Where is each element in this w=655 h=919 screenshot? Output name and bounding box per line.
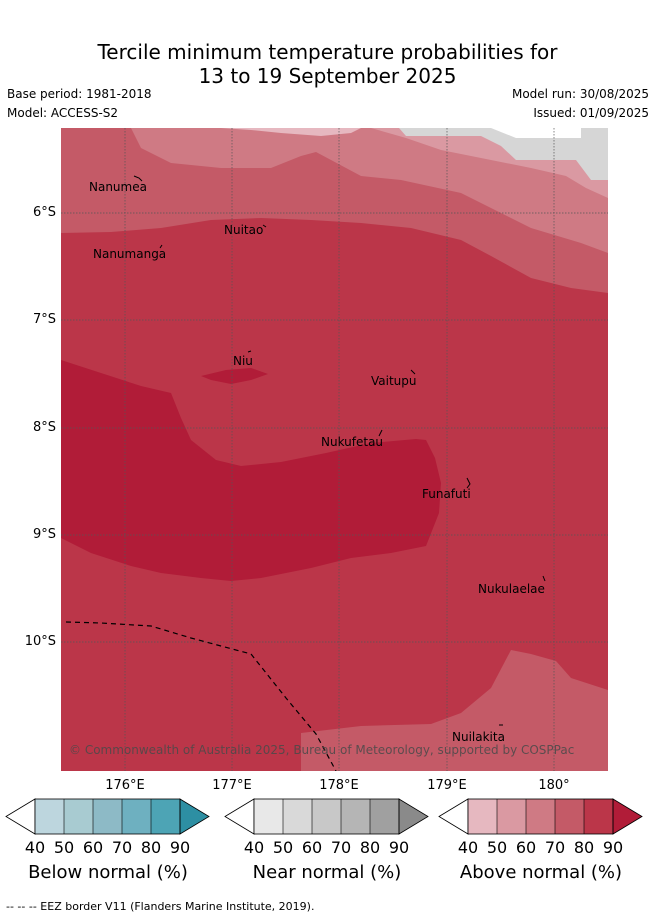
- islands: [133, 175, 546, 726]
- title-line-2: 13 to 19 September 2025: [198, 64, 457, 88]
- lon-label-179e: 179°E: [427, 778, 467, 793]
- place-label-nanumanga: Nanumanga: [93, 247, 167, 261]
- zone-80-90-niu: [201, 368, 268, 384]
- lat-label-10s: 10°S: [24, 634, 56, 649]
- eez-border-line: [65, 621, 337, 771]
- island-funafuti: [466, 477, 471, 489]
- lon-label-177e: 177°E: [212, 778, 252, 793]
- map-panel[interactable]: [61, 128, 608, 771]
- tick-label: 80: [359, 838, 381, 857]
- tick-label: 80: [573, 838, 595, 857]
- lat-label-6s: 6°S: [32, 205, 56, 220]
- tick-label: 60: [301, 838, 323, 857]
- lon-label-178e: 178°E: [319, 778, 359, 793]
- place-label-nuitao: Nuitao: [224, 223, 264, 237]
- island-nuitao: [262, 224, 267, 228]
- colorbar-above-normal: [438, 798, 643, 835]
- copyright-notice: © Commonwealth of Australia 2025, Bureau…: [69, 743, 575, 757]
- colorbar-label-near: Near normal (%): [252, 862, 402, 883]
- graticule: [61, 128, 608, 771]
- zone-50-60: [61, 128, 608, 253]
- model-run: Model run: 30/08/2025: [511, 87, 649, 101]
- place-label-niu: Niu: [233, 354, 253, 368]
- tick-label: 40: [243, 838, 265, 857]
- tick-label: 60: [82, 838, 104, 857]
- no-data-gap: [491, 128, 581, 138]
- place-label-nukulaelae: Nukulaelae: [478, 582, 545, 596]
- colorbar-below-normal: [5, 798, 210, 835]
- place-label-funafuti: Funafuti: [422, 487, 471, 501]
- place-label-vaitupu: Vaitupu: [371, 374, 417, 388]
- place-label-nukufetau: Nukufetau: [321, 435, 384, 449]
- island-nukufetau: [378, 429, 383, 437]
- lon-label-180: 180°: [538, 778, 570, 793]
- zone-80-90-core: [61, 360, 441, 581]
- island-niu: [247, 350, 252, 353]
- eez-footnote: -- -- -- EEZ border V11 (Flanders Marine…: [6, 900, 315, 913]
- tick-label: 70: [111, 838, 133, 857]
- cbar-above-arrow-right: [612, 798, 643, 835]
- lat-label-7s: 7°S: [32, 312, 56, 327]
- cbar-near-arrow-right: [398, 798, 429, 835]
- tick-label: 90: [169, 838, 191, 857]
- colorbar-near-normal: [224, 798, 429, 835]
- island-nanumea: [133, 175, 143, 182]
- tick-label: 60: [515, 838, 537, 857]
- map-title: Tercile minimum temperature probabilitie…: [0, 40, 655, 88]
- cbar-below-arrow-right: [179, 798, 210, 835]
- lat-label-9s: 9°S: [32, 527, 56, 542]
- model-name: Model: ACCESS-S2: [7, 106, 119, 120]
- tick-label: 50: [486, 838, 508, 857]
- tick-label: 80: [140, 838, 162, 857]
- colorbar-label-above: Above normal (%): [459, 862, 623, 883]
- lat-label-8s: 8°S: [32, 420, 56, 435]
- tick-label: 90: [602, 838, 624, 857]
- base-period: Base period: 1981-2018: [7, 87, 152, 101]
- zone-60-70-south: [301, 650, 608, 771]
- cbar-above-arrow-left: [438, 798, 469, 835]
- tick-label: 70: [544, 838, 566, 857]
- island-vaitupu: [410, 369, 416, 375]
- place-label-nanumea: Nanumea: [89, 180, 147, 194]
- tick-label: 40: [24, 838, 46, 857]
- zone-near-normal: [221, 128, 361, 136]
- tick-label: 70: [330, 838, 352, 857]
- island-nanumanga: [159, 244, 163, 249]
- tick-label: 50: [272, 838, 294, 857]
- cbar-near-arrow-left: [224, 798, 255, 835]
- tick-label: 40: [457, 838, 479, 857]
- probability-map: [61, 128, 608, 771]
- title-line-1: Tercile minimum temperature probabilitie…: [97, 40, 558, 64]
- cbar-below-arrow-left: [5, 798, 36, 835]
- colorbar-label-below: Below normal (%): [28, 862, 188, 883]
- tick-label: 90: [388, 838, 410, 857]
- issued-date: Issued: 01/09/2025: [533, 106, 649, 120]
- tick-label: 50: [53, 838, 75, 857]
- place-label-nuilakita: Nuilakita: [452, 730, 505, 744]
- no-data-mask: [399, 128, 608, 180]
- lon-label-176e: 176°E: [105, 778, 145, 793]
- island-nukulaelae: [542, 575, 546, 582]
